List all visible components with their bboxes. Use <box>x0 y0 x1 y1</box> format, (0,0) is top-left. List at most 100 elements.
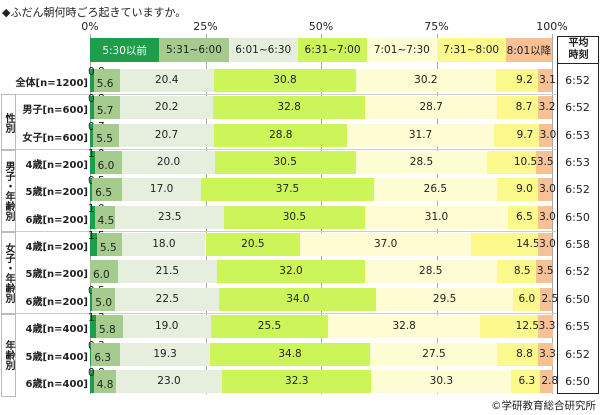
bar-value-label: 20.5 <box>241 238 265 251</box>
bar-value-label: 3.1 <box>539 74 556 86</box>
row-label: 4歳[n=200] <box>25 160 88 172</box>
bar-segment <box>205 233 301 257</box>
bar-value-label: 3.0 <box>539 183 556 196</box>
legend-item: 5:31~6:00 <box>159 38 229 62</box>
bar-value-label: 8.7 <box>515 101 533 114</box>
bar-segment <box>537 315 553 339</box>
bar-value-label: 9.0 <box>516 183 533 196</box>
bar-segment <box>96 233 123 257</box>
bar-segment <box>217 260 365 284</box>
bar-segment <box>364 260 497 284</box>
bar-value-label: 3.0 <box>539 238 556 251</box>
bar-segment <box>364 96 498 120</box>
bar-segment <box>120 96 214 120</box>
bar-segment <box>538 342 554 366</box>
bar-value-label: 29.5 <box>432 292 457 305</box>
source-credit: ©学研教育総合研究所 <box>491 400 596 412</box>
row-separator <box>16 148 556 150</box>
bar-value-label: 26.5 <box>423 183 448 196</box>
bar-value-label: 28.7 <box>419 101 443 114</box>
bar-value-label: 22.5 <box>155 292 180 305</box>
bar-segment <box>90 96 94 120</box>
bar-value-label: 6.0 <box>93 269 110 282</box>
bar-value-label: 5.5 <box>96 132 113 145</box>
bar-segment <box>222 369 372 393</box>
legend-item: 6:31~7:00 <box>297 38 368 62</box>
average-box <box>557 36 599 394</box>
bar-segment <box>355 151 488 175</box>
legend-item: 7:01~7:30 <box>367 38 437 62</box>
row-separator <box>16 312 556 314</box>
bar-segment <box>356 69 496 92</box>
bar-value-label: 32.8 <box>277 101 301 114</box>
bar-value-label: 21.5 <box>155 265 180 278</box>
row-label: 5歳[n=200] <box>25 187 88 199</box>
bar-segment <box>471 233 539 257</box>
bar-value-label: 8.8 <box>516 347 533 360</box>
bar-value-label: 5.0 <box>95 296 112 309</box>
average-time: 6:52 <box>565 265 590 279</box>
bar-value-label: 30.5 <box>282 210 307 223</box>
average-time: 6:52 <box>565 183 590 197</box>
bar-segment <box>115 287 220 311</box>
bar-segment <box>535 151 552 175</box>
bar-segment <box>538 233 552 257</box>
row-label: 男子[n=600] <box>22 105 88 117</box>
tick-label: 50% <box>308 20 334 33</box>
bar-segment <box>90 315 96 339</box>
bar-segment <box>496 178 539 202</box>
bar-value-label: 28.8 <box>269 128 293 141</box>
bar-value-label: 30.8 <box>273 74 297 86</box>
average-time: 6:53 <box>565 156 590 170</box>
bar-segment <box>214 123 348 147</box>
bar-value-label: 5.6 <box>96 78 114 90</box>
bar-segment <box>497 96 538 120</box>
bar-value-label: 2.8 <box>541 374 559 387</box>
bar-value-label: 30.2 <box>414 74 438 86</box>
chart-title: ◆ふだん朝何時ごろ起きていますか。 <box>2 6 187 19</box>
bar-segment <box>219 287 377 311</box>
bar-segment <box>538 178 552 202</box>
legend-item: 6:01~6:30 <box>228 38 298 62</box>
row-label: 5歳[n=200] <box>25 269 88 281</box>
average-time: 6:52 <box>565 101 590 115</box>
bar-segment <box>90 178 93 202</box>
bar-segment <box>90 205 95 229</box>
group-label: 男子・年齢別 <box>1 149 16 233</box>
bar-segment <box>347 123 494 147</box>
bar-value-label: 8.5 <box>513 265 531 278</box>
bar-segment <box>508 205 539 229</box>
bar-value-label: 20.2 <box>154 101 179 114</box>
bar-segment <box>374 178 497 202</box>
bar-value-label: 5.7 <box>96 105 114 118</box>
row-label: 6歳[n=400] <box>25 378 88 390</box>
group-label: 年齢別 <box>1 313 16 397</box>
bar-segment <box>122 233 206 257</box>
bar-value-label: 9.7 <box>516 128 534 141</box>
bar-value-label: 20.0 <box>156 156 181 169</box>
bar-segment <box>512 287 541 311</box>
bar-value-label: 6.3 <box>518 374 536 387</box>
bar-segment <box>93 69 120 92</box>
bar-value-label: 4.5 <box>97 214 115 227</box>
bar-value-label: 32.3 <box>285 374 309 387</box>
bar-value-label: 12.5 <box>515 320 540 333</box>
bar-value-label: 6.0 <box>97 160 115 173</box>
bar-value-label: 5.8 <box>99 324 116 337</box>
bar-value-label: 3.0 <box>539 128 557 141</box>
bar-value-label: 6.0 <box>518 292 536 305</box>
bar-segment <box>300 233 472 257</box>
bar-segment <box>93 123 119 147</box>
average-time: 6:50 <box>565 374 590 388</box>
bar-segment <box>511 369 541 393</box>
bar-segment <box>122 178 201 202</box>
bar-segment <box>493 123 539 147</box>
bar-segment <box>537 96 553 120</box>
bar-value-label: 28.5 <box>409 156 434 169</box>
bar-segment <box>115 205 224 229</box>
bar-value-label: 3.3 <box>538 320 556 333</box>
row-label: 6歳[n=200] <box>25 296 88 308</box>
row-label: 5歳[n=400] <box>25 351 88 363</box>
bar-value-label: 30.3 <box>429 374 454 387</box>
legend-item: 8:01以降 <box>505 38 552 62</box>
